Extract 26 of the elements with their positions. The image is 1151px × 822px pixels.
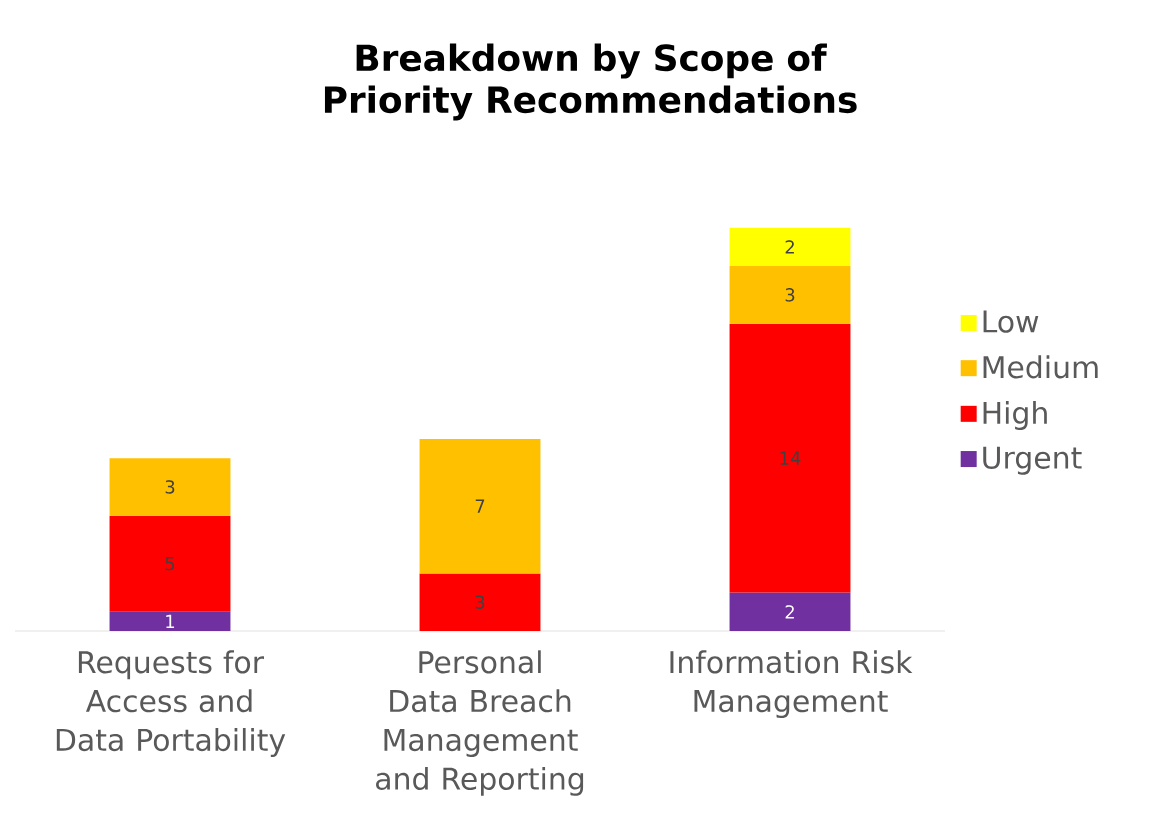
x-tick-label: Personal Data Breach Management and Reporting (376, 650, 584, 796)
legend-label: Low (983, 310, 1039, 333)
chart-title: Breakdown by Scope of Priority Recommendations (324, 43, 857, 121)
bar (729, 227, 851, 267)
bar (109, 611, 231, 631)
bar (419, 438, 541, 574)
bar (729, 592, 851, 631)
x-tick-label: Requests for Access and Data Portability (56, 650, 286, 757)
data-label: 3 (475, 595, 485, 609)
bar (729, 323, 851, 593)
legend-label: Urgent (983, 446, 1082, 475)
data-label: 5 (165, 557, 175, 571)
data-label: 3 (165, 480, 175, 494)
data-label: 2 (785, 605, 794, 619)
data-label: 3 (785, 288, 795, 302)
data-label: 2 (785, 240, 794, 254)
legend-label: High (983, 401, 1047, 430)
legend-label: Medium (983, 355, 1098, 379)
data-label: 1 (166, 614, 175, 628)
x-tick-label: Information Risk Management (670, 650, 913, 719)
bar (729, 266, 851, 324)
data-label: 14 (780, 451, 801, 465)
bar (109, 458, 231, 516)
bar (109, 515, 231, 612)
data-label: 7 (475, 499, 485, 513)
bar (419, 573, 541, 631)
